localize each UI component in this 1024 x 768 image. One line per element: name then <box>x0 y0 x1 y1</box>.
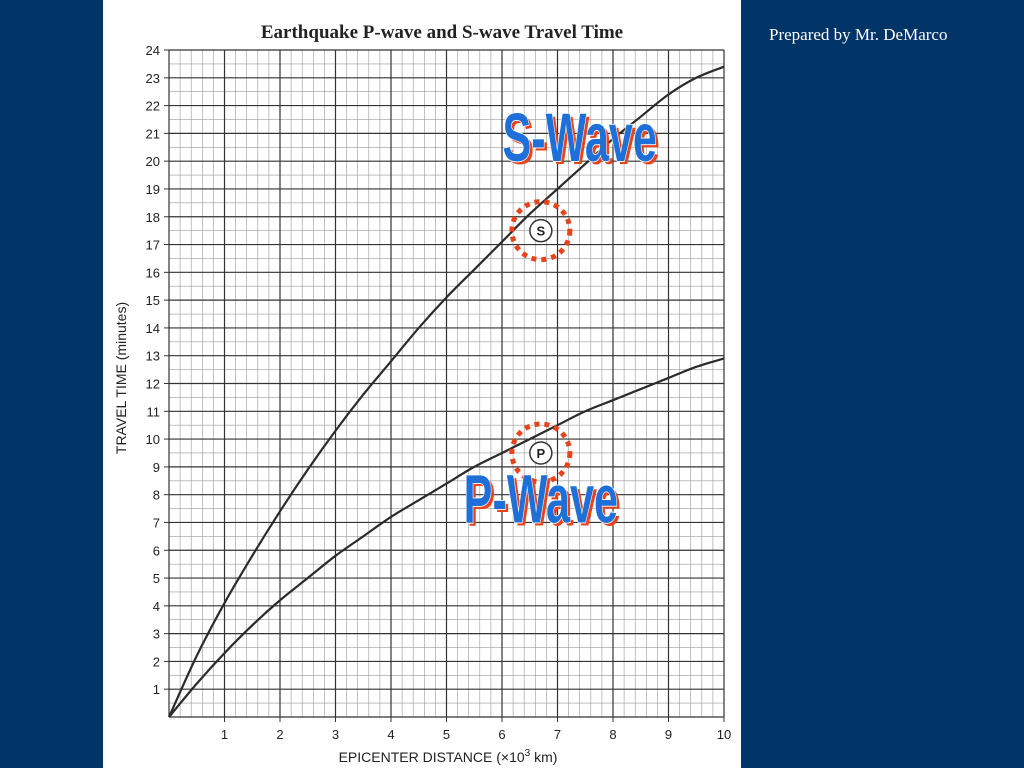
x-tick-label: 8 <box>609 727 616 742</box>
chart-title: Earthquake P-wave and S-wave Travel Time <box>261 22 623 43</box>
y-tick-label: 8 <box>153 488 160 503</box>
y-tick-label: 6 <box>153 543 160 558</box>
y-tick-label: 19 <box>146 182 160 197</box>
y-tick-label: 18 <box>146 210 160 225</box>
chart-panel: Earthquake P-wave and S-wave Travel Time… <box>103 0 741 768</box>
y-tick-label: 7 <box>153 515 160 530</box>
y-axis-label: TRAVEL TIME (minutes) <box>113 302 129 454</box>
y-tick-label: 1 <box>153 682 160 697</box>
y-tick-label: 9 <box>153 460 160 475</box>
x-tick-label: 5 <box>443 727 450 742</box>
y-tick-label: 2 <box>153 654 160 669</box>
x-axis-ticks: 1 2 3 4 5 6 7 8 9 10 <box>221 717 731 742</box>
y-tick-label: 21 <box>146 126 160 141</box>
highlight-ring <box>509 199 573 263</box>
highlight-ring <box>509 421 573 485</box>
curve-label-badge <box>529 218 553 243</box>
callout-shadow: P-Wave <box>467 464 621 541</box>
x-tick-label: 1 <box>221 727 228 742</box>
callout-shadow: S-Wave <box>505 103 659 180</box>
y-tick-label: 4 <box>153 599 160 614</box>
series-line-s <box>167 65 725 718</box>
x-tick-label: 6 <box>498 727 505 742</box>
major-grid <box>168 49 725 718</box>
y-tick-label: 5 <box>153 571 160 586</box>
x-axis-label-sup: 3 <box>525 748 531 759</box>
x-axis-label: EPICENTER DISTANCE (×103 km) <box>339 748 558 765</box>
series-line-p <box>168 357 725 718</box>
callout-s-wave: S-Wave <box>502 100 656 177</box>
x-tick-label: 3 <box>332 727 339 742</box>
credit-text: Prepared by Mr. DeMarco <box>769 25 948 44</box>
x-axis-label-end: km) <box>530 749 557 765</box>
x-tick-label: 9 <box>665 727 672 742</box>
y-tick-label: 3 <box>153 627 160 642</box>
y-tick-label: 15 <box>146 293 160 308</box>
y-tick-label: 14 <box>146 321 160 336</box>
curve-label-badge <box>529 441 553 465</box>
x-tick-label: 10 <box>717 727 731 742</box>
y-tick-label: 22 <box>146 99 160 114</box>
y-tick-label: 10 <box>146 432 160 447</box>
y-tick-label: 12 <box>146 377 160 392</box>
curve-label-p: P <box>537 446 546 461</box>
y-tick-label: 23 <box>146 71 160 86</box>
y-tick-label: 20 <box>146 154 160 169</box>
series-layer <box>167 65 725 718</box>
x-axis-label-main: EPICENTER DISTANCE (×10 <box>339 749 525 765</box>
travel-time-chart: Earthquake P-wave and S-wave Travel Time… <box>113 22 731 765</box>
curve-label-s: S <box>537 224 546 239</box>
callout-p-wave: P-Wave <box>464 461 618 538</box>
x-tick-label: 2 <box>276 727 283 742</box>
y-tick-label: 16 <box>146 265 160 280</box>
x-tick-label: 4 <box>387 727 394 742</box>
y-tick-label: 11 <box>147 404 161 419</box>
y-tick-label: 24 <box>146 43 160 58</box>
y-tick-label: 17 <box>146 238 160 253</box>
y-tick-label: 13 <box>146 349 160 364</box>
x-tick-label: 7 <box>554 727 561 742</box>
